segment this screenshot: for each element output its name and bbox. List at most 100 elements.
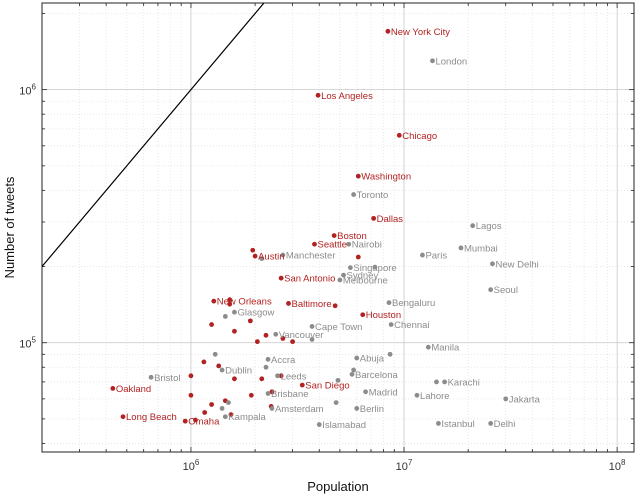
data-point [222, 414, 228, 420]
point-label: Seattle [317, 240, 347, 251]
y-tick-label: 106 [19, 83, 36, 98]
data-point [341, 272, 346, 278]
data-point [212, 351, 218, 357]
data-point [488, 420, 494, 426]
data-point [209, 402, 214, 407]
data-point [216, 363, 222, 369]
point-label: Dublin [225, 366, 252, 377]
point-label: Washington [361, 172, 411, 183]
data-point [372, 264, 378, 270]
point-label: Long Beach [126, 412, 177, 423]
point-label: Cape Town [315, 322, 362, 333]
data-point [232, 376, 237, 382]
data-point [315, 92, 321, 98]
data-point [309, 324, 315, 329]
data-point [278, 275, 284, 281]
data-point [228, 412, 234, 417]
data-point [346, 241, 352, 247]
data-point [222, 314, 228, 319]
point-label: Austin [258, 252, 284, 263]
data-point [385, 28, 391, 34]
data-point [430, 58, 435, 64]
point-label: Vancouver [279, 330, 324, 341]
data-point [188, 392, 194, 398]
x-axis-label: Population [307, 479, 368, 494]
data-point [148, 374, 154, 380]
data-point [331, 233, 337, 239]
data-point [299, 382, 305, 388]
data-point [354, 406, 360, 411]
data-point [269, 406, 275, 411]
point-label: Islamabad [322, 420, 366, 431]
point-label: Melbourne [343, 275, 388, 286]
data-point [309, 337, 315, 342]
point-label: Los Angeles [321, 91, 373, 102]
data-point [349, 371, 355, 377]
data-point [363, 389, 368, 395]
point-label: Paris [425, 251, 447, 262]
data-point [273, 331, 279, 337]
point-label: Boston [337, 231, 367, 242]
reference-line [41, 2, 265, 267]
data-point [503, 396, 509, 402]
data-point [387, 351, 393, 357]
data-point [188, 373, 194, 379]
point-label: Leeds [281, 371, 307, 382]
data-point [396, 132, 402, 138]
data-point [263, 332, 269, 338]
data-point [316, 422, 322, 427]
data-point [219, 406, 225, 411]
point-label: Omaha [188, 417, 220, 428]
data-point [386, 300, 392, 306]
point-label: Karachi [448, 377, 480, 388]
data-point [355, 254, 361, 260]
data-point [337, 277, 343, 283]
data-point [202, 410, 208, 415]
point-label: London [435, 56, 467, 67]
point-label: Delhi [494, 419, 516, 430]
data-point [490, 261, 495, 267]
data-point [333, 400, 339, 405]
point-label: Seoul [494, 285, 518, 296]
data-point [259, 256, 265, 261]
reference-line-y-equals-x [41, 2, 265, 267]
point-label: Chicago [402, 131, 437, 142]
data-point [458, 245, 464, 251]
point-label: Oakland [116, 384, 151, 395]
data-point [265, 391, 271, 396]
data-point [335, 377, 341, 383]
data-point [332, 303, 338, 309]
point-label: Abuja [360, 354, 385, 365]
point-label: Istanbul [441, 419, 474, 430]
point-label: Accra [271, 355, 296, 366]
point-label: Lagos [476, 221, 502, 232]
y-axis-label: Number of tweets [2, 176, 17, 278]
point-label: Nairobi [352, 240, 382, 251]
data-point [425, 344, 431, 350]
point-label: Madrid [369, 387, 398, 398]
data-point [259, 376, 265, 382]
data-point [414, 392, 420, 398]
data-point [388, 322, 394, 327]
point-label: Toronto [357, 190, 389, 201]
data-point [347, 265, 353, 271]
data-point [254, 339, 260, 345]
data-points [110, 28, 509, 427]
point-label: Brisbane [271, 389, 309, 400]
point-labels: New York City Los Angeles Chicago Washingto… [116, 27, 541, 431]
data-point [434, 379, 439, 385]
point-label: Manchester [286, 251, 336, 262]
point-label: Amsterdam [275, 404, 324, 415]
point-label: Houston [366, 310, 401, 321]
point-label: Jakarta [509, 394, 541, 405]
point-label: Baltimore [292, 299, 332, 310]
point-label: Lahore [420, 391, 450, 402]
point-label: Berlin [360, 404, 384, 415]
data-point [201, 359, 207, 365]
data-point [351, 367, 357, 373]
y-tick-label: 105 [19, 336, 36, 351]
point-label: New Delhi [495, 259, 538, 270]
data-point [371, 215, 377, 221]
point-label: New Orleans [217, 297, 272, 308]
